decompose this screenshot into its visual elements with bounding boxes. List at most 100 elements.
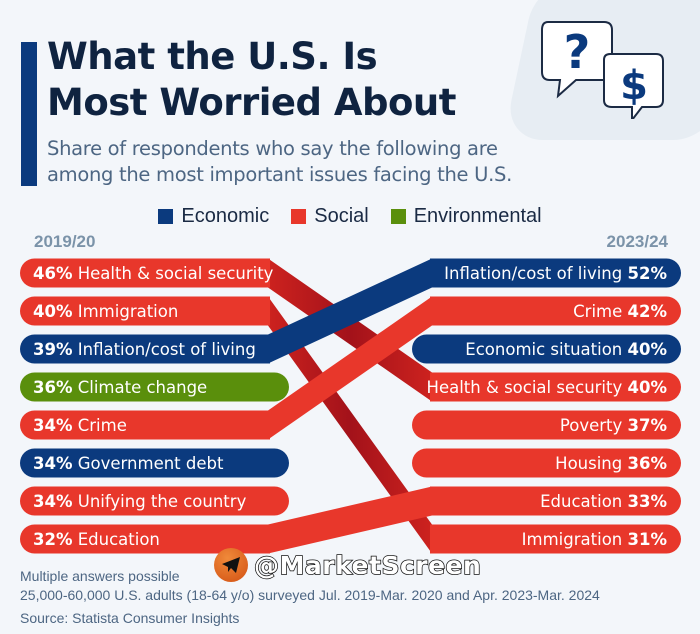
left-name-government-debt: Government debt (73, 454, 224, 473)
right-value-education: 33% (628, 492, 668, 511)
left-value-education: 32% (33, 530, 73, 549)
left-bar-government-debt (20, 448, 289, 478)
title-line-2: Most Worried About (47, 81, 456, 124)
left-label-immigration: 40% Immigration (33, 302, 178, 321)
right-name-housing: Housing (555, 454, 627, 473)
left-value-government-debt: 34% (33, 454, 73, 473)
left-name-education: Education (73, 530, 160, 549)
right-name-education: Education (540, 492, 627, 511)
left-name-crime: Crime (73, 416, 127, 435)
left-name-inflation-cost-of-living: Inflation/cost of living (73, 340, 256, 359)
left-value-climate-change: 36% (33, 378, 73, 397)
right-label-inflation-cost-of-living: Inflation/cost of living 52% (444, 264, 667, 283)
right-bar-housing (412, 448, 681, 478)
ribbon-crime (258, 296, 442, 440)
right-value-inflation-cost-of-living: 52% (628, 264, 668, 283)
left-label-unifying-the-country: 34% Unifying the country (33, 492, 247, 511)
left-bar-education (20, 524, 270, 554)
right-name-inflation-cost-of-living: Inflation/cost of living (444, 264, 627, 283)
ribbon-health-social-security (258, 258, 442, 402)
left-value-unifying-the-country: 34% (33, 492, 73, 511)
left-name-health-social-security: Health & social security (73, 264, 274, 283)
title-line-1: What the U.S. Is (47, 35, 378, 78)
left-label-government-debt: 34% Government debt (33, 454, 224, 473)
ribbons-front-layer (258, 258, 442, 554)
ribbon-inflation-cost-of-living (258, 258, 442, 364)
left-value-crime: 34% (33, 416, 73, 435)
right-name-economic-situation: Economic situation (465, 340, 627, 359)
left-bar-climate-change (20, 372, 289, 402)
right-label-housing: Housing 36% (555, 454, 667, 473)
left-value-inflation-cost-of-living: 39% (33, 340, 73, 359)
subtitle-line-1: Share of respondents who say the followi… (47, 137, 498, 160)
legend-swatch-social (291, 209, 307, 224)
year-label-right: 2023/24 (606, 232, 668, 251)
right-name-health-social-security: Health & social security (427, 378, 628, 397)
right-label-crime: Crime 42% (573, 302, 667, 321)
left-value-health-social-security: 46% (33, 264, 73, 283)
legend-item-social: Social (291, 205, 369, 228)
page-title: What the U.S. Is Most Worried About (47, 34, 456, 126)
footer-notes: Multiple answers possible 25,000-60,000 … (20, 567, 600, 628)
legend-label-environmental: Environmental (413, 205, 542, 227)
right-bar-poverty (412, 410, 681, 440)
legend-swatch-economic (158, 209, 174, 224)
left-bar-crime (20, 410, 270, 440)
right-value-poverty: 37% (628, 416, 668, 435)
left-name-immigration: Immigration (73, 302, 179, 321)
watermark: @MarketScreen (214, 548, 482, 582)
right-name-poverty: Poverty (560, 416, 628, 435)
left-bar-unifying-the-country (20, 486, 289, 516)
note-multiple-answers: Multiple answers possible (20, 568, 180, 584)
right-bar-economic-situation (412, 334, 681, 364)
left-label-inflation-cost-of-living: 39% Inflation/cost of living (33, 340, 256, 359)
left-label-health-social-security: 46% Health & social security (33, 264, 274, 283)
legend-label-social: Social (314, 205, 369, 227)
ribbons-back-layer (258, 258, 442, 554)
subtitle: Share of respondents who say the followi… (47, 136, 587, 188)
telegram-icon (214, 548, 248, 582)
right-value-immigration: 31% (628, 530, 668, 549)
left-bar-health-social-security (20, 258, 270, 288)
legend-label-economic: Economic (181, 205, 270, 227)
right-label-poverty: Poverty 37% (560, 416, 668, 435)
right-value-health-social-security: 40% (628, 378, 668, 397)
right-label-health-social-security: Health & social security 40% (427, 378, 668, 397)
right-value-housing: 36% (628, 454, 668, 473)
watermark-text: @MarketScreen (253, 550, 482, 581)
legend-swatch-environmental (390, 209, 406, 224)
ribbon-immigration (258, 296, 442, 554)
left-label-education: 32% Education (33, 530, 160, 549)
left-label-climate-change: 36% Climate change (33, 378, 207, 397)
svg-text:$: $ (620, 63, 648, 109)
legend: Economic Social Environmental (0, 205, 700, 228)
right-name-immigration: Immigration (522, 530, 628, 549)
right-value-economic-situation: 40% (628, 340, 668, 359)
right-bar-immigration (430, 524, 681, 554)
left-bar-inflation-cost-of-living (20, 334, 270, 364)
left-bar-immigration (20, 296, 270, 326)
source-text: Source: Statista Consumer Insights (20, 610, 240, 626)
left-name-unifying-the-country: Unifying the country (73, 492, 247, 511)
svg-text:?: ? (564, 25, 591, 79)
right-label-economic-situation: Economic situation 40% (465, 340, 667, 359)
legend-item-economic: Economic (158, 205, 269, 228)
subtitle-line-2: among the most important issues facing t… (47, 163, 512, 186)
right-bar-health-social-security (430, 372, 681, 402)
left-value-immigration: 40% (33, 302, 73, 321)
ribbon-education (258, 486, 442, 554)
pills-layer (20, 258, 681, 554)
note-survey-details: 25,000-60,000 U.S. adults (18-64 y/o) su… (20, 587, 600, 603)
title-accent-bar (21, 42, 37, 186)
right-value-crime: 42% (628, 302, 668, 321)
question-dollar-speech-bubbles-icon: ? $ (541, 21, 664, 119)
right-bar-crime (430, 296, 681, 326)
legend-item-environmental: Environmental (390, 205, 542, 228)
left-label-crime: 34% Crime (33, 416, 127, 435)
right-label-education: Education 33% (540, 492, 667, 511)
left-name-climate-change: Climate change (73, 378, 208, 397)
year-label-left: 2019/20 (34, 232, 96, 251)
right-name-crime: Crime (573, 302, 627, 321)
